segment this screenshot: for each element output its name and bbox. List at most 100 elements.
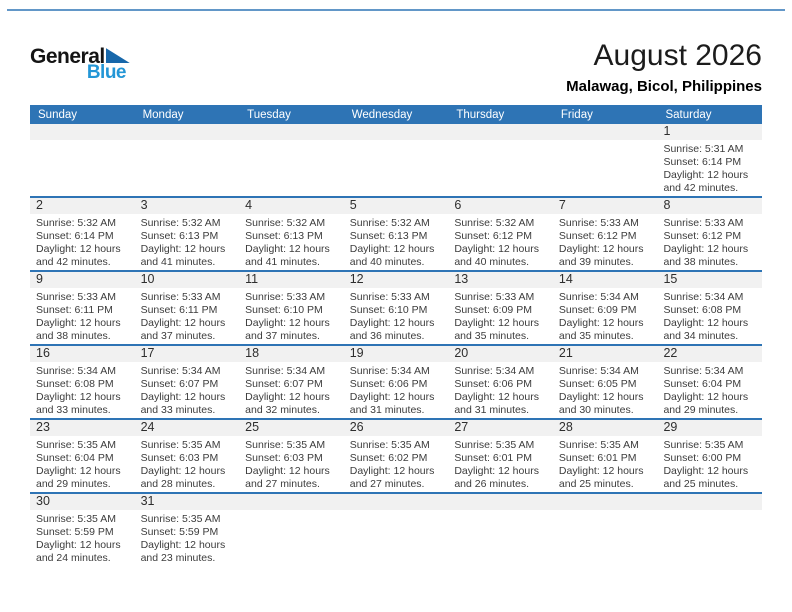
day-cell-empty bbox=[657, 494, 763, 566]
daylight-text: Daylight: 12 hours bbox=[349, 317, 435, 329]
day-number: 5 bbox=[349, 198, 357, 212]
daylight-text: and 37 minutes. bbox=[245, 330, 320, 342]
sunrise-text: Sunrise: 5:33 AM bbox=[140, 291, 221, 303]
day-number-band: 9 bbox=[30, 272, 135, 288]
daylight-text: and 29 minutes. bbox=[663, 404, 739, 416]
day-number: 23 bbox=[36, 420, 50, 434]
sunrise-text: Sunrise: 5:34 AM bbox=[140, 365, 221, 377]
day-details: Sunrise: 5:33 AM Sunset: 6:12 PM Daylight:… bbox=[553, 214, 658, 269]
daylight-text: and 40 minutes. bbox=[349, 256, 425, 268]
daylight-text: and 38 minutes. bbox=[36, 330, 111, 342]
day-number: 14 bbox=[558, 272, 573, 286]
sunrise-text: Sunrise: 5:33 AM bbox=[558, 217, 639, 229]
daylight-text: and 38 minutes. bbox=[663, 256, 739, 268]
daylight-text: and 26 minutes. bbox=[454, 478, 530, 490]
day-number-band: 15 bbox=[657, 272, 763, 288]
daylight-text: and 27 minutes. bbox=[349, 478, 425, 490]
daylight-text: Daylight: 12 hours bbox=[349, 243, 435, 255]
daylight-text: Daylight: 12 hours bbox=[663, 243, 749, 255]
day-cell-empty bbox=[134, 124, 240, 196]
sunset-text: Sunset: 6:01 PM bbox=[558, 452, 637, 464]
weekday-row: Sunday Monday Tuesday Wednesday Thursday Frid… bbox=[30, 105, 762, 124]
day-cell: 13 Sunrise: 5:33 AM Sunset: 6:09 PM Dayligh… bbox=[448, 272, 553, 344]
sunset-text: Sunset: 6:11 PM bbox=[140, 304, 218, 316]
day-details: Sunrise: 5:35 AM Sunset: 6:00 PM Daylight:… bbox=[657, 436, 762, 491]
sunrise-text: Sunrise: 5:32 AM bbox=[36, 217, 116, 229]
daylight-text: and 42 minutes. bbox=[663, 182, 739, 194]
sunrise-text: Sunrise: 5:32 AM bbox=[349, 217, 430, 229]
sunrise-text: Sunrise: 5:34 AM bbox=[558, 291, 639, 303]
day-details: Sunrise: 5:32 AM Sunset: 6:13 PM Daylight:… bbox=[135, 214, 240, 269]
day-number: 27 bbox=[454, 420, 469, 434]
day-cell: 12 Sunrise: 5:33 AM Sunset: 6:10 PM Dayligh… bbox=[343, 272, 449, 344]
sunset-text: Sunset: 6:13 PM bbox=[349, 230, 428, 242]
sunrise-text: Sunrise: 5:34 AM bbox=[558, 365, 639, 377]
day-details: Sunrise: 5:34 AM Sunset: 6:08 PM Daylight:… bbox=[657, 288, 762, 343]
daylight-text: and 25 minutes. bbox=[663, 478, 739, 490]
sunset-text: Sunset: 6:02 PM bbox=[349, 452, 428, 464]
daylight-text: and 42 minutes. bbox=[36, 256, 111, 268]
day-number: 22 bbox=[663, 346, 678, 360]
sunrise-text: Sunrise: 5:35 AM bbox=[454, 439, 535, 451]
sunset-text: Sunset: 6:08 PM bbox=[663, 304, 742, 316]
day-cell-empty bbox=[30, 124, 135, 196]
sunset-text: Sunset: 6:10 PM bbox=[245, 304, 323, 316]
day-cell: 5 Sunrise: 5:32 AM Sunset: 6:13 PM Daylight… bbox=[343, 198, 449, 270]
daylight-text: and 33 minutes. bbox=[36, 404, 111, 416]
weekday-header: Sunday bbox=[38, 108, 78, 121]
day-number-band bbox=[134, 124, 240, 140]
week-row: 2 Sunrise: 5:32 AM Sunset: 6:14 PM Daylight… bbox=[30, 196, 763, 270]
day-number: 1 bbox=[663, 124, 671, 138]
daylight-text: Daylight: 12 hours bbox=[245, 317, 330, 329]
day-details: Sunrise: 5:34 AM Sunset: 6:06 PM Daylight:… bbox=[344, 362, 449, 417]
day-details: Sunrise: 5:34 AM Sunset: 6:06 PM Daylight:… bbox=[448, 362, 553, 417]
daylight-text: Daylight: 12 hours bbox=[36, 391, 121, 403]
daylight-text: Daylight: 12 hours bbox=[140, 539, 226, 551]
day-number-band: 4 bbox=[239, 198, 344, 214]
daylight-text: and 29 minutes. bbox=[36, 478, 111, 490]
weekday-header: Tuesday bbox=[247, 108, 291, 121]
sunset-text: Sunset: 6:10 PM bbox=[349, 304, 428, 316]
daylight-text: Daylight: 12 hours bbox=[245, 465, 330, 477]
daylight-text: and 37 minutes. bbox=[140, 330, 216, 342]
daylight-text: and 30 minutes. bbox=[558, 404, 634, 416]
day-number: 20 bbox=[454, 346, 469, 360]
day-number: 3 bbox=[140, 198, 148, 212]
daylight-text: and 31 minutes. bbox=[454, 404, 530, 416]
day-number-band: 19 bbox=[343, 346, 449, 362]
sunset-text: Sunset: 6:07 PM bbox=[245, 378, 323, 390]
daylight-text: and 41 minutes. bbox=[140, 256, 216, 268]
daylight-text: Daylight: 12 hours bbox=[558, 243, 644, 255]
daylight-text: Daylight: 12 hours bbox=[558, 317, 644, 329]
daylight-text: and 31 minutes. bbox=[349, 404, 425, 416]
day-cell: 20 Sunrise: 5:34 AM Sunset: 6:06 PM Dayligh… bbox=[448, 346, 553, 418]
weekday-header: Friday bbox=[560, 108, 593, 121]
day-cell: 21 Sunrise: 5:34 AM Sunset: 6:05 PM Dayligh… bbox=[552, 346, 658, 418]
day-number-band: 18 bbox=[239, 346, 344, 362]
day-cell: 3 Sunrise: 5:32 AM Sunset: 6:13 PM Daylight… bbox=[134, 198, 240, 270]
sunrise-text: Sunrise: 5:35 AM bbox=[349, 439, 430, 451]
day-details: Sunrise: 5:32 AM Sunset: 6:12 PM Daylight:… bbox=[448, 214, 553, 269]
daylight-text: and 34 minutes. bbox=[663, 330, 739, 342]
day-number: 8 bbox=[663, 198, 671, 212]
sunset-text: Sunset: 6:06 PM bbox=[349, 378, 428, 390]
daylight-text: Daylight: 12 hours bbox=[454, 243, 539, 255]
sunrise-text: Sunrise: 5:32 AM bbox=[245, 217, 326, 229]
day-cell-empty bbox=[239, 494, 344, 566]
day-details: Sunrise: 5:33 AM Sunset: 6:12 PM Daylight:… bbox=[657, 214, 762, 269]
day-cell-empty bbox=[552, 124, 658, 196]
day-number-band bbox=[30, 124, 135, 140]
day-number-band: 7 bbox=[552, 198, 658, 214]
week-row: 9 Sunrise: 5:33 AM Sunset: 6:11 PM Daylight… bbox=[30, 270, 763, 344]
sunset-text: Sunset: 6:14 PM bbox=[663, 156, 742, 168]
daylight-text: Daylight: 12 hours bbox=[663, 317, 749, 329]
sunrise-text: Sunrise: 5:33 AM bbox=[349, 291, 430, 303]
day-details: Sunrise: 5:32 AM Sunset: 6:13 PM Daylight:… bbox=[344, 214, 449, 269]
sunset-text: Sunset: 6:14 PM bbox=[36, 230, 114, 242]
day-cell: 28 Sunrise: 5:35 AM Sunset: 6:01 PM Dayligh… bbox=[552, 420, 658, 492]
sunrise-text: Sunrise: 5:32 AM bbox=[454, 217, 535, 229]
sunset-text: Sunset: 6:01 PM bbox=[454, 452, 532, 464]
day-number-band bbox=[343, 124, 449, 140]
day-cell-empty bbox=[343, 494, 449, 566]
